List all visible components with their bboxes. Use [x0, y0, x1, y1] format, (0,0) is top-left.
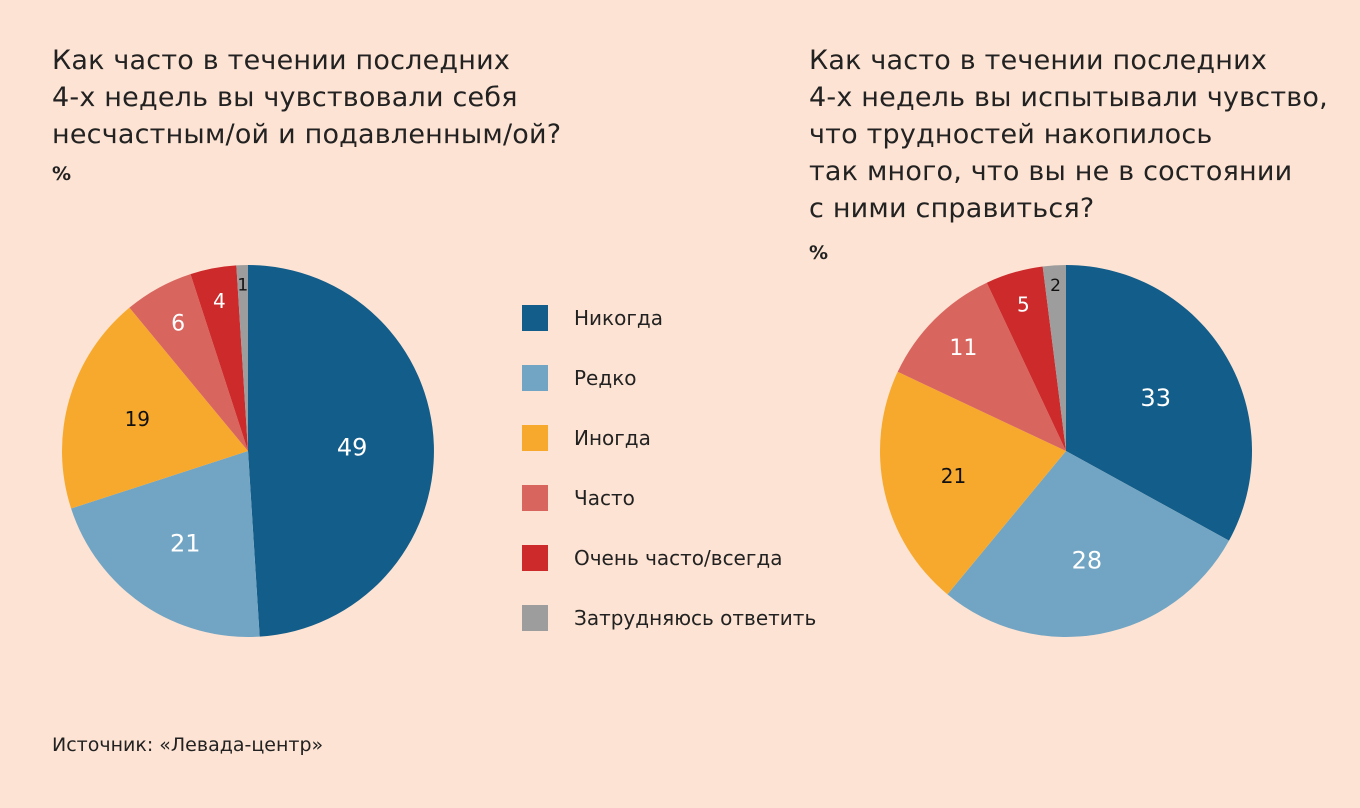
pie-slice-6 [1042, 265, 1066, 451]
legend-swatch [522, 425, 548, 451]
chart-legend: Никогда Редко Иногда Часто Очень часто/в… [522, 305, 816, 665]
legend-swatch [522, 605, 548, 631]
legend-swatch [522, 305, 548, 331]
legend-label: Никогда [574, 306, 663, 330]
slice-value-label: 6 [171, 311, 185, 336]
pie-chart-right: 33 28 21 11 52 [879, 265, 1252, 638]
slice-value-label: 5 [1017, 293, 1030, 317]
slice-value-label: 11 [949, 336, 977, 361]
legend-label: Редко [574, 366, 637, 390]
pie-slice-4 [897, 282, 1066, 451]
unit-label-left: % [52, 163, 72, 185]
source-note: Источник: «Левада-центр» [52, 734, 324, 756]
slice-value-label: 21 [170, 529, 201, 557]
slice-value-label: 21 [941, 464, 966, 488]
pie-slice-2 [71, 451, 260, 637]
legend-swatch [522, 365, 548, 391]
unit-label-right: % [809, 242, 829, 264]
slice-value-label: 49 [337, 434, 368, 462]
legend-swatch [522, 545, 548, 571]
pie-slice-4 [129, 274, 248, 451]
legend-item: Очень часто/всегда [522, 545, 816, 605]
legend-item: Часто [522, 485, 816, 545]
pie-slice-1 [1066, 265, 1252, 541]
legend-label: Часто [574, 486, 635, 510]
legend-label: Очень часто/всегда [574, 546, 783, 570]
chart-title-right: Как часто в течении последних 4-х недель… [809, 45, 1328, 224]
slice-value-label: 2 [1050, 276, 1061, 296]
legend-item: Редко [522, 365, 816, 425]
slice-value-label: 4 [213, 289, 226, 313]
legend-swatch [522, 485, 548, 511]
legend-item: Затрудняюсь ответить [522, 605, 816, 665]
legend-item: Никогда [522, 305, 816, 365]
slice-value-label: 1 [237, 276, 248, 296]
slice-value-label: 28 [1072, 547, 1103, 575]
pie-slice-6 [236, 265, 248, 451]
legend-label: Иногда [574, 426, 651, 450]
slice-value-label: 33 [1140, 384, 1171, 412]
pie-slice-3 [879, 371, 1066, 595]
pie-slice-5 [190, 265, 248, 451]
legend-label: Затрудняюсь ответить [574, 606, 817, 630]
pie-slice-1 [248, 265, 434, 637]
pie-slice-2 [947, 451, 1229, 638]
pie-slice-5 [986, 266, 1066, 451]
pie-chart-left: 49 21 19 6 41 [61, 265, 434, 637]
slice-value-label: 19 [125, 407, 150, 431]
chart-title-left: Как часто в течении последних 4-х недель… [52, 45, 562, 150]
pie-slice-3 [61, 307, 249, 509]
legend-item: Иногда [522, 425, 816, 485]
